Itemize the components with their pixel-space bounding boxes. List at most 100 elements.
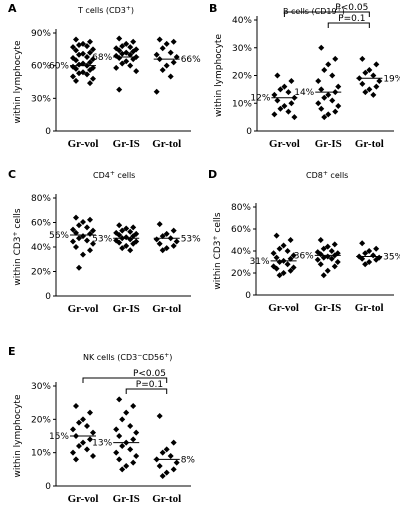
y-tick-label: 10% [31,449,51,459]
data-point [116,456,123,463]
data-point [328,255,335,262]
data-point [366,66,373,73]
y-tick-label: 30% [232,44,252,54]
data-point [123,225,130,232]
data-point [325,111,332,118]
y-tick-label: 20% [31,268,51,278]
y-tick-label: 60% [231,225,251,235]
data-point [366,86,373,93]
data-point [133,68,140,75]
x-category-label: Gr-IS [113,303,140,315]
data-point [84,237,90,244]
data-point [170,242,177,249]
data-point [73,77,79,84]
significance-bracket [125,388,168,394]
y-tick-label: 90% [31,29,51,39]
data-point [153,88,160,95]
data-point [159,45,166,52]
data-point [281,103,288,110]
data-point [113,64,120,71]
x-category-label: Gr-tol [152,138,181,150]
data-point [274,97,281,104]
data-point [332,55,339,62]
mean-label: 8% [181,455,196,465]
data-point [285,108,292,115]
data-point [116,396,123,403]
data-point [119,466,126,473]
data-point [76,264,82,271]
x-category-label: Gr-vol [268,302,299,314]
y-tick-label: 60% [31,219,51,229]
panel-title: CD8+ cells [306,170,348,181]
data-point [362,69,369,76]
data-point [285,89,292,96]
data-point [156,240,163,247]
data-point [87,49,93,56]
data-point [116,433,123,439]
x-category-label: Gr-tol [355,138,384,150]
data-point [119,60,126,67]
data-point [320,272,327,279]
data-point [130,459,137,466]
data-point [331,263,338,270]
data-point [359,255,366,262]
data-point [373,61,380,68]
data-point [163,62,170,69]
data-point [271,111,278,118]
data-point [284,248,291,254]
x-category-label: Gr-vol [68,493,99,505]
data-point [127,423,134,429]
data-point [119,43,126,50]
y-tick-label: 40% [31,243,51,253]
data-point [281,83,288,90]
data-point [314,256,321,263]
data-point [163,245,170,252]
data-point [318,86,325,93]
y-tick-label: 0 [245,291,251,301]
data-point [370,252,377,259]
data-point [123,463,130,469]
panel-title: B cells (CD19+) [283,6,345,17]
data-point [273,265,280,272]
data-point [159,233,166,240]
y-tick-label: 10% [232,99,252,109]
data-point [70,426,76,433]
significance-label: P<0.05 [133,369,166,379]
data-point [170,466,177,473]
data-point [315,100,322,107]
panel-letter: A [8,2,17,15]
y-tick-label: 20% [31,415,51,425]
data-point [127,446,134,453]
data-point [130,56,137,63]
data-point [76,443,82,449]
y-axis-label: within lymphocyte [13,40,23,123]
data-point [373,256,380,263]
data-point [123,409,130,416]
x-category-label: Gr-IS [315,138,342,150]
data-point [80,251,86,258]
data-point [270,250,277,257]
y-tick-label: 0 [45,127,51,137]
panel-letter: E [8,345,16,358]
data-point [167,73,174,80]
data-point [276,245,283,252]
data-point [277,105,284,112]
significance-label: P=0.1 [338,14,365,24]
data-point [290,252,297,259]
panel-letter: C [8,168,16,181]
data-point [130,38,137,45]
y-axis-label: within CD3+ cells [12,208,24,285]
data-point [366,259,373,265]
y-tick-label: 0 [45,292,51,302]
data-point [288,100,295,107]
data-point [127,247,134,254]
data-point [84,53,90,60]
panel-title: CD4+ cells [93,170,135,181]
data-point [76,51,82,58]
data-point [280,270,287,276]
data-point [123,58,130,65]
data-point [370,91,377,98]
data-point [287,255,294,262]
data-point [116,35,123,42]
data-point [90,75,96,82]
